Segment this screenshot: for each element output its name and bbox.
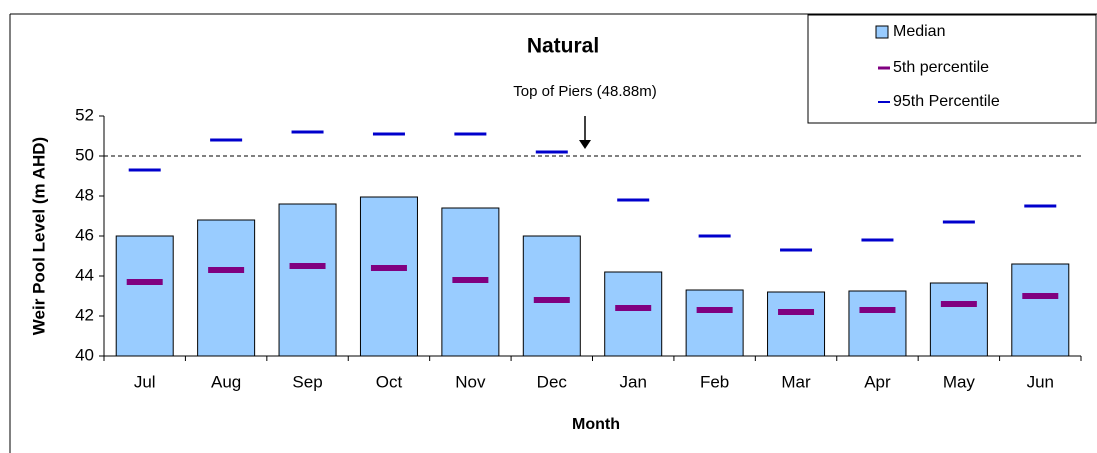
bar [848, 290, 907, 357]
annotation: Top of Piers (48.88m) [513, 83, 656, 100]
bar [929, 282, 988, 357]
x-axis-label: Month [572, 416, 620, 433]
x-tick-label: Nov [455, 372, 486, 391]
x-tick-label: Oct [376, 372, 403, 391]
bar [197, 219, 256, 357]
y-tick-label: 42 [75, 305, 94, 324]
legend [807, 14, 1097, 124]
bar [604, 271, 663, 357]
bar [278, 203, 337, 357]
y-tick-label: 46 [75, 225, 94, 244]
bar [767, 291, 826, 357]
legend-swatch [875, 25, 889, 39]
x-tick-label: Aug [211, 372, 241, 391]
y-tick-label: 52 [75, 105, 94, 124]
x-tick-label: Sep [292, 372, 322, 391]
y-tick-label: 50 [75, 145, 94, 164]
x-tick-label: Mar [781, 372, 811, 391]
annotation-arrowhead [579, 140, 591, 149]
legend-label: 5th percentile [893, 59, 989, 76]
x-tick-label: Apr [864, 372, 891, 391]
x-tick-label: Jul [134, 372, 156, 391]
bar [685, 289, 744, 357]
bar [359, 196, 418, 357]
x-tick-label: Feb [700, 372, 729, 391]
x-tick-label: Dec [537, 372, 568, 391]
y-axis-label: Weir Pool Level (m AHD) [29, 137, 48, 335]
chart-title: Natural [527, 35, 599, 58]
y-tick-label: 48 [75, 185, 94, 204]
bar [1011, 263, 1070, 357]
x-tick-label: Jan [619, 372, 646, 391]
bar [522, 235, 581, 357]
y-tick-label: 40 [75, 345, 94, 364]
x-tick-label: Jun [1027, 372, 1054, 391]
y-tick-label: 44 [75, 265, 94, 284]
x-tick-label: May [943, 372, 976, 391]
legend-label: 95th Percentile [893, 93, 1000, 110]
bar [115, 235, 174, 357]
legend-label: Median [893, 23, 945, 40]
